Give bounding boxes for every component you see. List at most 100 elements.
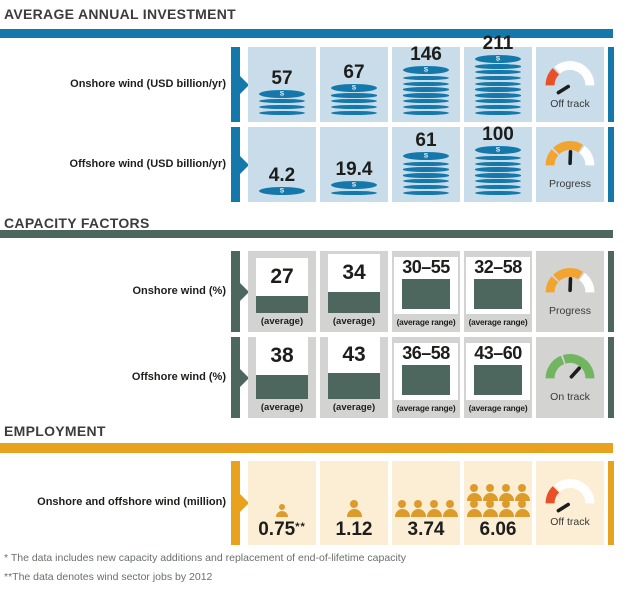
investment-value: 146 <box>410 44 442 66</box>
row-pointer-icon <box>231 337 240 418</box>
capacity-value: 36–58 <box>402 343 450 364</box>
investment-value: 4.2 <box>268 165 296 186</box>
coin-icon <box>403 184 449 190</box>
coin-icon: $ <box>259 187 305 195</box>
gauge-cell: Off track <box>536 47 604 122</box>
investment-value: 67 <box>343 61 365 83</box>
capacity-range-fill <box>402 365 450 395</box>
section-title-investment: AVERAGE ANNUAL INVESTMENT <box>4 6 237 22</box>
coin-stack-icon: $ <box>475 54 521 115</box>
row-offshore-investment: Offshore wind (USD billion/yr) 4.2 $ 19.… <box>0 124 629 202</box>
coin-icon <box>475 110 521 115</box>
person-icon <box>276 503 288 517</box>
row-onshore-capacity: Onshore wind (%) 27 (average) 34 (averag… <box>0 251 629 332</box>
employment-value: 6.06 <box>479 519 517 540</box>
person-icon <box>466 500 482 517</box>
person-icon <box>346 500 362 517</box>
gauge-cell: Progress <box>536 251 604 332</box>
row-label: Offshore wind (USD billion/yr) <box>69 157 226 170</box>
row-label: Onshore wind (%) <box>132 284 227 297</box>
people-icon <box>276 503 289 517</box>
section-title-capacity: CAPACITY FACTORS <box>4 215 150 231</box>
data-cell: 211 $ <box>464 34 532 122</box>
coin-stack-icon: $ <box>259 89 305 115</box>
person-icon <box>394 500 410 517</box>
capacity-caption: (average) <box>332 316 376 327</box>
coin-icon <box>475 173 521 178</box>
coin-icon <box>403 178 449 184</box>
coin-icon <box>475 93 521 98</box>
person-icon <box>514 484 530 501</box>
data-cell: 34 (average) <box>320 251 388 332</box>
gauge-status-label: On track <box>550 390 590 403</box>
row-pointer-icon <box>231 251 240 332</box>
coin-icon <box>475 190 521 195</box>
person-icon <box>426 500 442 517</box>
data-cell: 3.74 <box>392 461 460 545</box>
gauge-progress-icon <box>541 136 599 178</box>
gauge-status-label: Progress <box>548 177 591 190</box>
data-cell: 57 $ <box>248 47 316 122</box>
investment-value: 211 <box>482 32 514 54</box>
capacity-value: 30–55 <box>402 257 450 278</box>
coin-icon <box>403 110 449 115</box>
coin-icon <box>259 110 305 115</box>
gauge-cell: Off track <box>536 461 604 545</box>
gauge-cell: On track <box>536 337 604 418</box>
data-cell: 27 (average) <box>248 251 316 332</box>
coin-icon: $ <box>403 152 449 161</box>
gauge-status-label: Off track <box>550 516 590 528</box>
coin-icon <box>403 93 449 98</box>
data-cell: 6.06 <box>464 461 532 545</box>
investment-value: 61 <box>415 130 437 152</box>
coin-stack-icon: $ <box>403 66 449 115</box>
coin-icon: $ <box>331 181 377 190</box>
investment-value: 100 <box>482 124 514 146</box>
coin-icon <box>475 75 521 81</box>
people-icon <box>394 500 458 517</box>
coin-icon <box>403 190 449 195</box>
data-cell: 67 $ <box>320 47 388 122</box>
capacity-value: 32–58 <box>474 257 522 278</box>
footnote-marker: ** <box>295 521 306 533</box>
row-label: Offshore wind (%) <box>131 370 226 383</box>
row-accent-bar <box>608 47 614 122</box>
coin-icon <box>475 64 521 69</box>
capacity-fill-bar <box>256 375 308 399</box>
coin-icon <box>475 167 521 172</box>
row-pointer-icon <box>231 461 240 545</box>
coin-icon <box>403 173 449 178</box>
employment-value: 1.12 <box>335 519 373 540</box>
row-label: Onshore wind (USD billion/yr) <box>70 77 226 90</box>
person-icon <box>514 500 530 517</box>
coin-icon <box>475 98 521 104</box>
data-cell: 38 (average) <box>248 337 316 418</box>
capacity-caption: (average range) <box>468 403 528 413</box>
coin-icon <box>475 81 521 87</box>
coin-stack-icon: $ <box>403 152 449 195</box>
coin-icon <box>475 104 521 110</box>
employment-value: 3.74 <box>407 519 445 540</box>
gauge-progress-icon <box>541 263 599 305</box>
capacity-caption: (average range) <box>468 317 528 327</box>
people-icon <box>466 484 530 517</box>
capacity-range-box: 32–58 <box>466 257 530 314</box>
coin-icon <box>403 167 449 172</box>
capacity-caption: (average range) <box>396 403 456 413</box>
data-cell: 146 $ <box>392 44 460 122</box>
gauge-cell: Progress <box>536 127 604 202</box>
coin-icon <box>331 110 377 115</box>
capacity-value: 27 <box>256 258 308 296</box>
row-offshore-capacity: Offshore wind (%) 38 (average) 43 (avera… <box>0 337 629 418</box>
capacity-range-box: 30–55 <box>394 257 458 314</box>
coin-icon <box>403 161 449 167</box>
employment-value: 0.75** <box>258 519 306 540</box>
data-cell: 4.2 $ <box>248 127 316 202</box>
coin-icon <box>475 184 521 190</box>
footnote: **The data denotes wind sector jobs by 2… <box>4 571 213 583</box>
row-accent-bar <box>608 127 614 202</box>
coin-stack-icon: $ <box>475 146 521 195</box>
person-icon <box>498 500 514 517</box>
capacity-value: 43–60 <box>474 343 522 364</box>
coin-icon <box>403 81 449 87</box>
